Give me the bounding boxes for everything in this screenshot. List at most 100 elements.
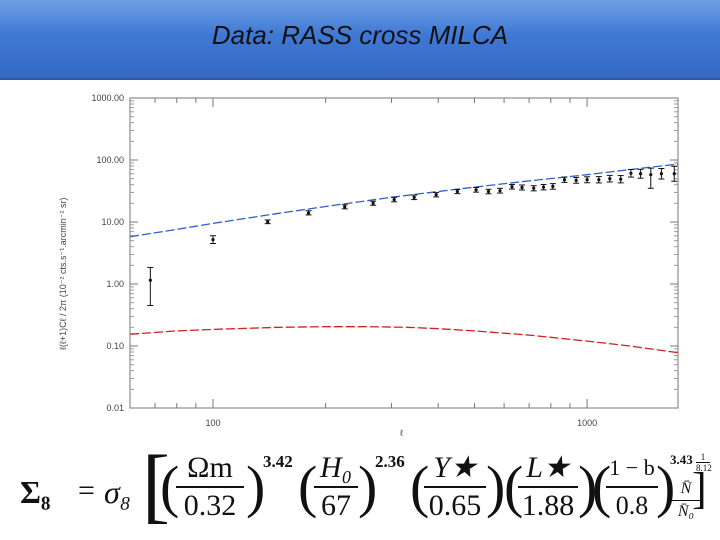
- slide-title: Data: RASS cross MILCA: [211, 20, 509, 50]
- left-bracket: [: [142, 439, 170, 532]
- data-marker: [498, 189, 502, 193]
- fraction-ystar-num: Y★: [433, 451, 477, 484]
- fraction-n-bar: [672, 500, 700, 501]
- data-point: [411, 194, 418, 201]
- paren-close-1: ): [246, 454, 266, 519]
- data-point: [209, 235, 216, 245]
- data-points: [147, 165, 678, 307]
- data-point: [540, 183, 547, 191]
- y-tick-label: 0.10: [106, 341, 124, 351]
- slide-title-bar: Data: RASS cross MILCA: [0, 0, 720, 80]
- fraction-n-num: N̄: [680, 480, 692, 497]
- data-point: [147, 266, 154, 307]
- data-point: [454, 188, 461, 195]
- data-point: [671, 165, 678, 182]
- data-marker: [434, 193, 438, 197]
- data-marker: [541, 185, 546, 189]
- fraction-h0-num: H₀: [319, 451, 353, 484]
- data-marker: [510, 185, 514, 189]
- data-marker: [608, 177, 612, 181]
- data-marker: [412, 195, 416, 199]
- data-marker: [585, 178, 589, 182]
- data-marker: [672, 172, 676, 176]
- data-marker: [532, 186, 536, 190]
- fraction-bias-num: 1 − b: [609, 455, 655, 480]
- formula-lhs: Σ₈: [20, 474, 51, 510]
- data-point: [595, 176, 602, 184]
- exponent-bias: 3.43: [670, 452, 693, 467]
- fraction-ystar: Y★ 0.65: [424, 452, 486, 522]
- data-marker: [574, 178, 578, 182]
- fraction-omega-bar: [176, 486, 244, 488]
- data-point: [573, 176, 580, 184]
- plot-frame: [129, 97, 679, 409]
- model-curve-lower: [129, 326, 679, 354]
- paren-close-4: ): [578, 454, 598, 519]
- outer-exponent-den: 8.12: [696, 463, 712, 473]
- data-marker: [211, 238, 215, 242]
- fraction-omega-den: 0.32: [183, 489, 237, 522]
- data-point: [617, 175, 624, 184]
- x-axis-label: ℓ: [400, 428, 404, 438]
- paren-open-4: (: [504, 454, 524, 519]
- data-point: [561, 176, 568, 183]
- data-point: [370, 200, 377, 206]
- chart-axes: 1000.00 100.00 10.00 1.00 0.10 0.01 100 1000: [91, 93, 679, 428]
- data-marker: [266, 220, 270, 224]
- data-marker: [474, 188, 478, 192]
- data-marker: [629, 171, 633, 175]
- data-marker: [638, 172, 643, 176]
- model-curve-upper: [129, 163, 679, 238]
- y-tick-label: 100.00: [96, 155, 124, 165]
- data-marker: [392, 197, 396, 202]
- formula-equals: =: [78, 474, 95, 507]
- data-point: [391, 196, 398, 203]
- fraction-bias: 1 − b 0.8: [606, 452, 658, 522]
- fraction-omega-num: Ωm: [187, 451, 233, 484]
- y-tick-label: 0.01: [106, 403, 124, 413]
- paren-close-3: ): [486, 454, 506, 519]
- fraction-lstar-den: 1.88: [521, 489, 575, 522]
- fraction-n-den: N̄₀: [677, 503, 695, 520]
- right-bracket: ]: [692, 464, 707, 513]
- data-point: [341, 204, 348, 210]
- fraction-h0: H₀ 67: [314, 452, 358, 522]
- data-point: [305, 210, 312, 216]
- fraction-lstar: L★ 1.88: [518, 452, 578, 522]
- fraction-n: N̄ N̄₀: [672, 480, 700, 521]
- outer-exponent-num: 1: [700, 452, 706, 462]
- data-point: [627, 168, 634, 178]
- outer-exponent: 1 8.12: [696, 452, 712, 473]
- fraction-h0-bar: [314, 486, 358, 488]
- data-marker: [486, 189, 491, 194]
- x-tick-label: 1000: [577, 418, 597, 428]
- exponent-h0: 2.36: [375, 452, 405, 471]
- data-point: [264, 219, 271, 225]
- fraction-ystar-den: 0.65: [428, 489, 482, 522]
- data-point: [433, 192, 440, 198]
- data-marker: [306, 211, 311, 215]
- data-marker: [371, 201, 375, 205]
- y-tick-label: 1000.00: [91, 93, 124, 103]
- y-axis-label: ℓ(ℓ+1)Cℓ / 2π (10⁻² cts.s⁻¹.arcmin⁻² sr): [58, 198, 68, 350]
- fraction-lstar-num: L★: [526, 451, 570, 484]
- outer-exponent-bar: [696, 462, 710, 463]
- formula-sigma8: σ₈: [104, 474, 131, 510]
- fraction-omega: Ωm 0.32: [176, 452, 244, 522]
- data-marker: [148, 278, 152, 282]
- data-marker: [520, 185, 524, 190]
- data-marker: [597, 178, 601, 182]
- x-tick-label: 100: [205, 418, 220, 428]
- sigma8-formula: Σ₈ = σ₈ [ ( Ωm 0.32 ) 3.42 ( H₀ 67 ) 2.3…: [20, 444, 712, 536]
- data-point: [606, 174, 613, 183]
- model-curves: [129, 163, 679, 354]
- data-marker: [619, 177, 623, 181]
- data-marker: [551, 184, 555, 189]
- fraction-h0-den: 67: [321, 489, 351, 522]
- data-point: [473, 187, 480, 193]
- data-marker: [562, 178, 567, 182]
- data-point: [496, 187, 503, 194]
- exponent-omega: 3.42: [263, 452, 293, 471]
- data-marker: [343, 205, 347, 209]
